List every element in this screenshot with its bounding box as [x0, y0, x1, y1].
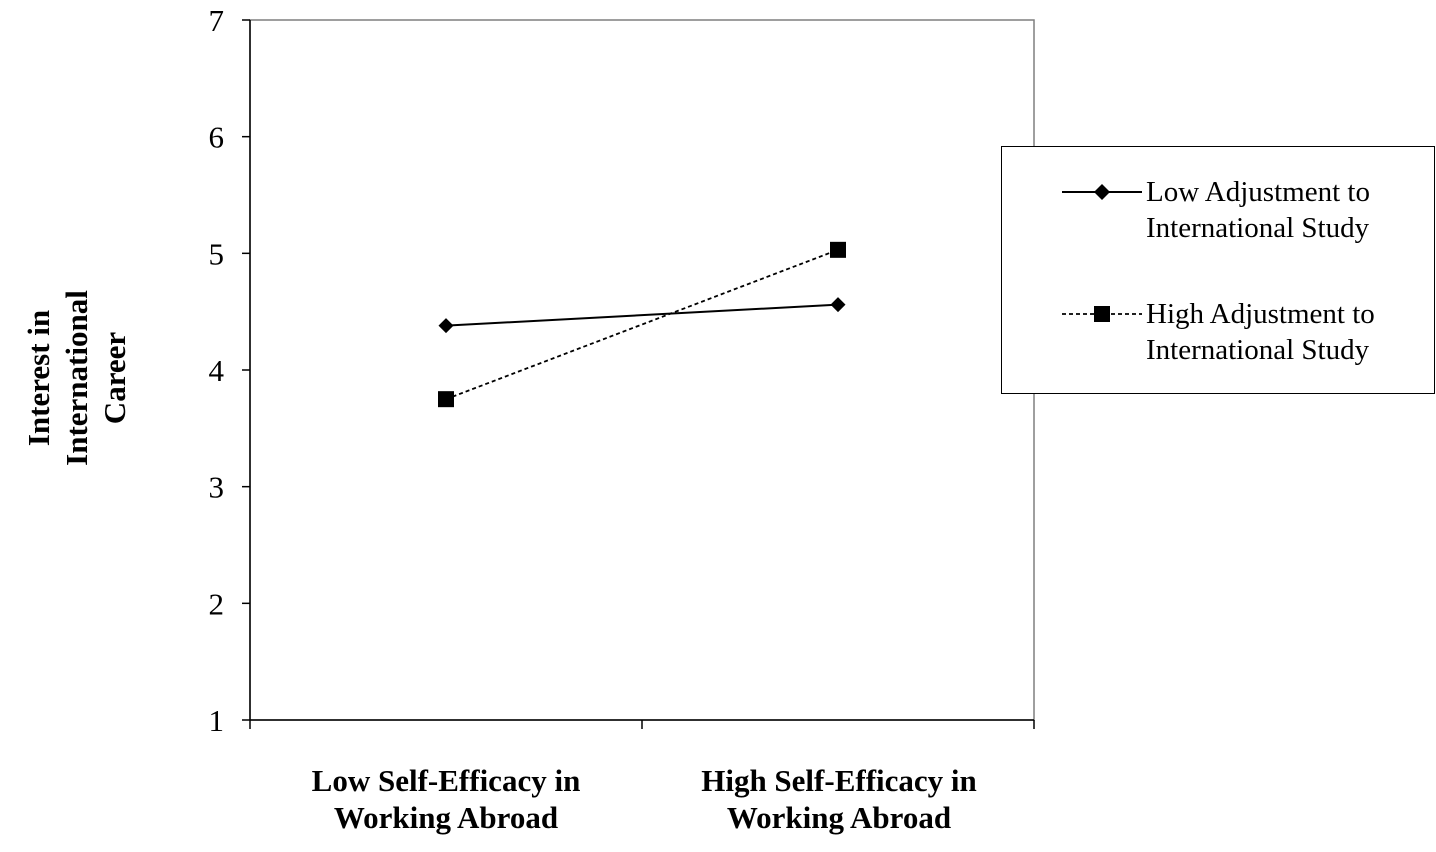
y-tick-label: 2 — [209, 586, 225, 621]
y-tick-label: 7 — [209, 3, 225, 38]
legend-swatch-dashed-square — [1062, 306, 1142, 322]
y-tick-label: 5 — [209, 236, 225, 271]
y-axis-title-line: Interest in — [21, 309, 56, 447]
x-category-label-line: Low Self-Efficacy in — [311, 763, 581, 798]
series-group — [438, 241, 846, 408]
legend: Low Adjustment to International Study Hi… — [1001, 146, 1435, 394]
legend-label: Low Adjustment to — [1146, 176, 1370, 208]
legend-label: International Study — [1146, 212, 1370, 244]
y-tick-label: 4 — [209, 353, 225, 388]
data-point-diamond — [830, 297, 846, 313]
x-ticks — [249, 720, 1035, 729]
square-marker-icon — [1094, 306, 1110, 322]
y-tick-label: 3 — [209, 470, 225, 505]
legend-swatch-solid-diamond — [1062, 184, 1142, 200]
y-axis-title-line: International — [59, 290, 94, 466]
plot-frame — [249, 19, 1035, 721]
y-axis-title-line: Career — [97, 331, 132, 425]
legend-label: International Study — [1146, 334, 1370, 366]
y-tick-label: 1 — [209, 703, 225, 738]
x-category-label-line: Working Abroad — [333, 800, 559, 835]
x-category-label-line: High Self-Efficacy in — [701, 763, 977, 798]
diamond-marker-icon — [1094, 184, 1110, 200]
x-category-label: High Self-Efficacy in Working Abroad — [649, 762, 1029, 836]
series-line — [445, 303, 839, 327]
legend-label: High Adjustment to — [1146, 298, 1375, 330]
data-point-diamond — [438, 318, 454, 334]
x-category-label-line: Working Abroad — [726, 800, 952, 835]
y-ticks: 1 2 3 4 5 6 7 — [209, 3, 250, 738]
data-point-square — [830, 241, 846, 258]
data-point-square — [438, 391, 454, 408]
x-category-label: Low Self-Efficacy in Working Abroad — [256, 762, 636, 836]
series-line — [445, 248, 839, 401]
y-tick-label: 6 — [209, 120, 225, 155]
